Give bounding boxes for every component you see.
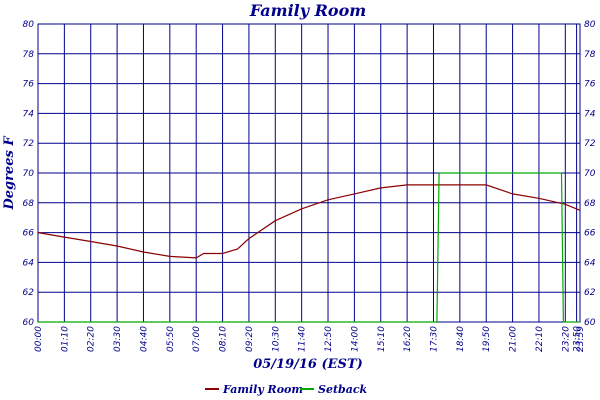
y-tick-label-right: 72 [584, 139, 596, 149]
y-tick-label-right: 68 [584, 199, 596, 209]
x-tick-label: 17:30 [429, 326, 439, 352]
x-tick-label: 04:40 [139, 326, 149, 352]
y-tick-label-right: 70 [584, 169, 596, 179]
x-tick-label: 18:40 [456, 326, 466, 352]
y-tick-label: 76 [23, 80, 35, 90]
x-tick-label: 15:10 [377, 326, 387, 352]
x-tick-label: 14:00 [350, 326, 360, 352]
x-tick-label: 12:50 [324, 326, 334, 352]
x-tick-label: 23:20 [561, 326, 571, 352]
legend-label: Family Room [222, 383, 303, 396]
x-tick-label: 19:50 [482, 326, 492, 352]
series-line-setback [38, 172, 580, 323]
series-line-family-room [37, 184, 581, 259]
y-tick-label-right: 80 [584, 20, 596, 30]
y-tick-label-right: 64 [584, 258, 596, 268]
x-tick-label: 09:20 [245, 326, 255, 352]
y-tick-label: 60 [23, 318, 35, 328]
y-tick-label: 72 [23, 139, 35, 149]
x-axis: 00:00 01:10 02:20 03:30 04:40 05:50 07:00 08:10… [34, 326, 586, 352]
x-tick-label: 08:10 [219, 326, 229, 352]
x-tick-label: 02:20 [87, 326, 97, 352]
x-tick-label: 21:00 [509, 326, 519, 352]
x-tick-label: 22:10 [535, 326, 545, 352]
chart-title: Family Room [249, 1, 366, 20]
x-tick-label: 00:00 [34, 326, 44, 352]
legend: Family Room Setback [205, 383, 368, 396]
x-tick-label: 03:30 [113, 326, 123, 352]
y-axis-left: 60 62 64 66 68 70 72 74 76 78 80 [23, 20, 35, 328]
series-layer [37, 172, 581, 323]
x-tick-label: 23:59 [576, 326, 586, 352]
y-tick-label: 74 [23, 109, 35, 119]
x-tick-label: 16:20 [403, 326, 413, 352]
y-axis-right: 60 62 64 66 68 70 72 74 76 78 80 [584, 20, 596, 328]
x-tick-label: 11:40 [298, 326, 308, 352]
y-tick-label: 62 [23, 288, 35, 298]
x-tick-label: 10:30 [271, 326, 281, 352]
x-tick-label: 23:50 [573, 326, 583, 352]
y-tick-label: 80 [23, 20, 35, 30]
y-axis-label: Degrees F [2, 136, 17, 211]
y-tick-label-right: 66 [584, 229, 596, 239]
y-tick-label: 70 [23, 169, 35, 179]
y-tick-label: 66 [23, 229, 35, 239]
y-tick-label: 64 [23, 258, 35, 268]
x-tick-label: 01:10 [60, 326, 70, 352]
y-tick-label-right: 78 [584, 50, 596, 60]
y-tick-label: 68 [23, 199, 35, 209]
y-tick-label-right: 76 [584, 80, 596, 90]
x-axis-label: 05/19/16 (EST) [253, 357, 363, 372]
y-tick-label-right: 60 [584, 318, 596, 328]
x-tick-label: 05:50 [166, 326, 176, 352]
x-tick-label: 07:00 [192, 326, 202, 352]
y-tick-label-right: 62 [584, 288, 596, 298]
legend-label: Setback [318, 383, 368, 396]
y-tick-label: 78 [23, 50, 35, 60]
y-tick-label-right: 74 [584, 109, 596, 119]
